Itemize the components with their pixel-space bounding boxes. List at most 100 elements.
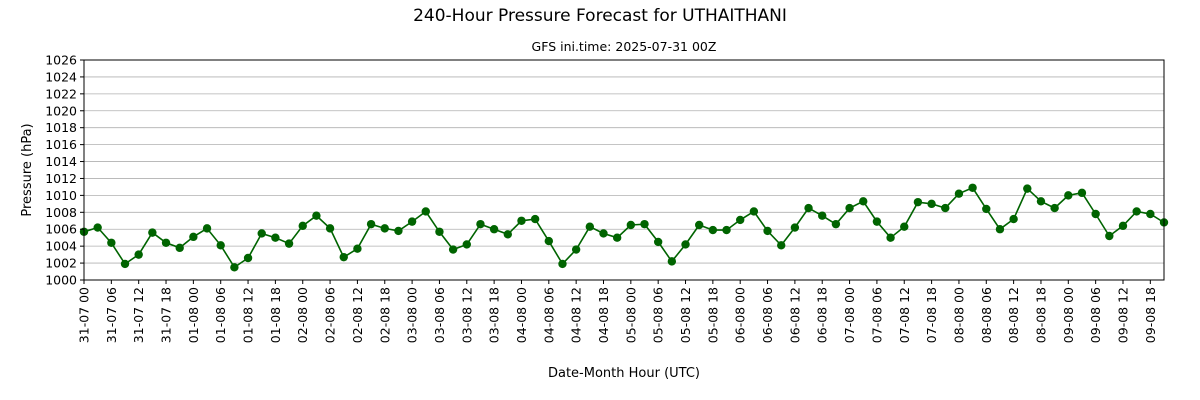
data-point [312,211,321,220]
data-point [681,240,690,249]
data-point [503,230,512,239]
data-point [818,211,827,220]
data-point [175,243,184,253]
data-point [448,245,458,254]
x-tick-label: 02-08 12 [350,287,365,343]
x-tick-label: 03-08 00 [405,287,420,343]
data-point [995,225,1005,234]
x-tick-label: 31-07 06 [104,287,119,343]
data-point [900,222,909,231]
data-point [517,216,526,225]
data-point [284,239,294,248]
data-point [1064,191,1073,200]
x-tick-label: 07-08 18 [924,287,939,343]
data-point [653,237,663,247]
x-tick-label: 09-08 12 [1115,287,1130,343]
x-tick-label: 04-08 00 [514,287,529,343]
data-point [1091,209,1100,219]
x-tick-label: 03-08 12 [459,287,474,343]
x-tick-label: 31-07 00 [77,287,92,343]
x-tick-label: 04-08 06 [541,287,556,343]
y-tick-label: 1002 [45,256,77,271]
data-point [1118,221,1128,231]
data-point [421,207,430,216]
x-tick-label: 01-08 06 [213,287,228,343]
x-tick-label: 07-08 00 [842,287,857,343]
data-point [134,250,143,259]
data-point [148,228,157,237]
y-tick-label: 1020 [45,103,77,118]
data-point [394,226,403,236]
data-point [667,257,677,266]
data-point [243,253,253,263]
x-tick-label: 31-07 12 [131,287,146,343]
data-point [1036,197,1046,206]
data-point [571,245,581,254]
data-point [612,233,622,242]
data-point [1050,203,1059,213]
data-point [954,189,964,198]
x-tick-label: 08-08 00 [951,287,966,343]
data-point [271,233,280,242]
data-point [626,220,636,230]
y-tick-label: 1016 [45,137,77,152]
x-tick-label: 02-08 06 [323,287,338,343]
data-point [872,217,882,226]
x-tick-label: 09-08 06 [1088,287,1103,343]
x-tick-label: 06-08 00 [733,287,748,343]
data-point [476,219,485,229]
chart-subtitle: GFS ini.time: 2025-07-31 00Z [531,39,717,54]
y-tick-label: 1004 [45,239,77,254]
x-tick-label: 04-08 12 [569,287,584,343]
x-tick-label: 05-08 12 [678,287,693,343]
plot-frame [83,59,1165,281]
y-tick-label: 1000 [45,273,77,288]
data-point [189,232,198,242]
y-tick-label: 1008 [45,205,77,220]
x-tick-label: 09-08 18 [1143,287,1158,343]
x-tick-label: 01-08 12 [241,287,256,343]
x-tick-label: 01-08 00 [186,287,201,343]
data-point [927,199,936,209]
data-point [982,204,991,214]
gridlines [84,59,1164,281]
data-point [859,197,868,206]
data-point [640,219,649,229]
data-point [1023,184,1032,193]
x-tick-label: 31-07 18 [159,287,174,343]
data-point [107,238,116,247]
data-point [968,183,977,192]
x-tick-label: 08-08 12 [1006,287,1021,343]
y-tick-label: 1024 [45,69,77,84]
x-tick-label: 02-08 18 [377,287,392,343]
data-point [585,222,595,231]
x-tick-label: 05-08 06 [651,287,666,343]
data-point [366,219,376,229]
x-tick-label: 06-08 18 [815,287,830,343]
data-point [380,224,389,233]
data-point [694,220,704,230]
y-tick-label: 1018 [45,120,77,135]
y-tick-label: 1006 [45,222,77,237]
x-tick-label: 08-08 18 [1033,287,1048,343]
data-point [353,244,362,253]
x-tick-label: 03-08 18 [487,287,502,343]
series-pressure [79,183,1169,272]
data-point [831,219,841,229]
data-point [1105,231,1114,241]
x-tick-label: 01-08 18 [268,287,283,343]
x-tick-label: 06-08 12 [787,287,802,343]
data-point [339,252,348,262]
x-axis-label: Date-Month Hour (UTC) [548,366,700,381]
data-point [1132,207,1141,216]
data-point [93,223,102,232]
data-point [736,215,745,225]
axes: 1000 1002 1004 1006 1008 1010 1012 1014 1016 1018… [45,53,1165,343]
data-point [462,240,471,249]
x-tick-label: 07-08 12 [897,287,912,343]
data-point [435,227,444,236]
y-tick-label: 1010 [45,188,77,203]
data-point [230,263,239,272]
y-axis-label: Pressure (hPa) [20,123,35,216]
